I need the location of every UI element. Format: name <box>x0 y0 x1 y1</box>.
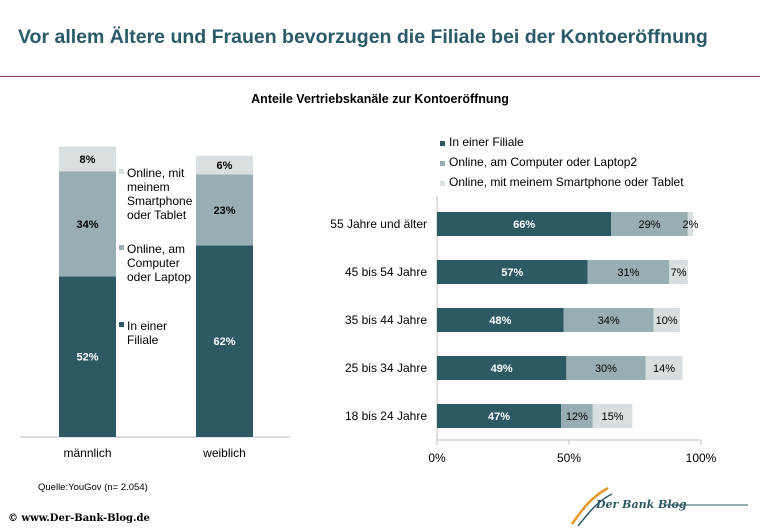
data-label: 66% <box>513 219 535 231</box>
page-title: Vor allem Ältere und Frauen bevorzugen d… <box>18 26 708 48</box>
legend-swatch <box>119 322 124 327</box>
data-label: 52% <box>76 352 98 364</box>
bar-4-2 <box>566 356 646 380</box>
data-label: 23% <box>213 205 235 217</box>
bar-2-1 <box>437 260 588 284</box>
bar-weiblich-3 <box>196 155 253 175</box>
bar-1-1 <box>437 212 612 236</box>
legend-swatch <box>440 141 445 146</box>
category-label: weiblich <box>202 446 246 460</box>
bar-3-1 <box>437 308 564 332</box>
legend-swatch <box>119 169 124 174</box>
legend-label: In einer <box>127 319 167 333</box>
category-label: 25 bis 34 Jahre <box>345 361 427 375</box>
bar-5-2 <box>561 404 593 428</box>
bar-2-2 <box>587 260 670 284</box>
legend-label: oder Tablet <box>127 208 187 222</box>
bar-3-2 <box>563 308 654 332</box>
data-label: 48% <box>489 315 511 327</box>
legend-swatch <box>440 181 445 186</box>
data-label: 30% <box>595 363 617 375</box>
data-label: 29% <box>639 219 661 231</box>
legend-label: In einer Filiale <box>449 135 524 149</box>
data-label: 49% <box>491 363 513 375</box>
category-label: 18 bis 24 Jahre <box>345 409 427 423</box>
bar-5-3 <box>592 404 633 428</box>
data-label: 7% <box>671 267 687 279</box>
x-tick-label: 100% <box>686 451 717 465</box>
bar-1-3 <box>687 212 694 236</box>
legend-label: Online, am Computer oder Laptop2 <box>449 155 637 169</box>
legend-label: Filiale <box>127 333 159 347</box>
data-label: 31% <box>617 267 639 279</box>
data-label: 47% <box>488 411 510 423</box>
bar-weiblich-1 <box>196 245 253 437</box>
legend-label: Smartphone <box>127 194 193 208</box>
data-label: 6% <box>217 160 233 172</box>
bar-männlich-1 <box>59 276 116 437</box>
legend-swatch <box>119 245 124 250</box>
bar-3-3 <box>653 308 680 332</box>
data-label: 12% <box>566 411 588 423</box>
bar-männlich-2 <box>59 171 116 277</box>
data-label: 57% <box>501 267 523 279</box>
data-label: 2% <box>682 219 698 231</box>
logo-swoosh <box>570 486 609 525</box>
category-label: männlich <box>63 446 111 460</box>
legend-label: Online, mit meinem Smartphone oder Table… <box>449 175 684 189</box>
bar-2-3 <box>669 260 688 284</box>
data-label: 34% <box>76 219 98 231</box>
bar-weiblich-2 <box>196 174 253 246</box>
data-label: 62% <box>213 336 235 348</box>
bank-blog-logo: Der Bank Blog <box>570 486 748 527</box>
legend-label: oder Laptop <box>127 270 191 284</box>
bar-4-3 <box>645 356 683 380</box>
data-label: 8% <box>80 154 96 166</box>
logo-text: Der Bank Blog <box>595 498 687 511</box>
data-label: 10% <box>656 315 678 327</box>
legend-label: Computer <box>127 256 180 270</box>
source-note: Quelle:YouGov (n= 2.054) <box>38 482 148 493</box>
logo-swoosh-blue <box>577 493 613 527</box>
chart-subtitle: Anteile Vertriebskanäle zur Kontoeröffnu… <box>251 92 509 106</box>
data-label: 15% <box>602 411 624 423</box>
footer-copyright: © www.Der-Bank-Blog.de <box>8 513 150 524</box>
title-divider <box>0 76 760 77</box>
legend-label: meinem <box>127 180 170 194</box>
legend-label: Online, am <box>127 242 185 256</box>
category-label: 55 Jahre und älter <box>330 217 427 231</box>
data-label: 14% <box>653 363 675 375</box>
bar-5-1 <box>437 404 562 428</box>
bar-4-1 <box>437 356 567 380</box>
category-label: 35 bis 44 Jahre <box>345 313 427 327</box>
bar-männlich-3 <box>59 146 116 172</box>
category-label: 45 bis 54 Jahre <box>345 265 427 279</box>
legend-swatch <box>440 161 445 166</box>
x-tick-label: 0% <box>428 451 446 465</box>
data-label: 34% <box>598 315 620 327</box>
bar-1-2 <box>611 212 688 236</box>
legend-label: Online, mit <box>127 166 185 180</box>
x-tick-label: 50% <box>557 451 581 465</box>
